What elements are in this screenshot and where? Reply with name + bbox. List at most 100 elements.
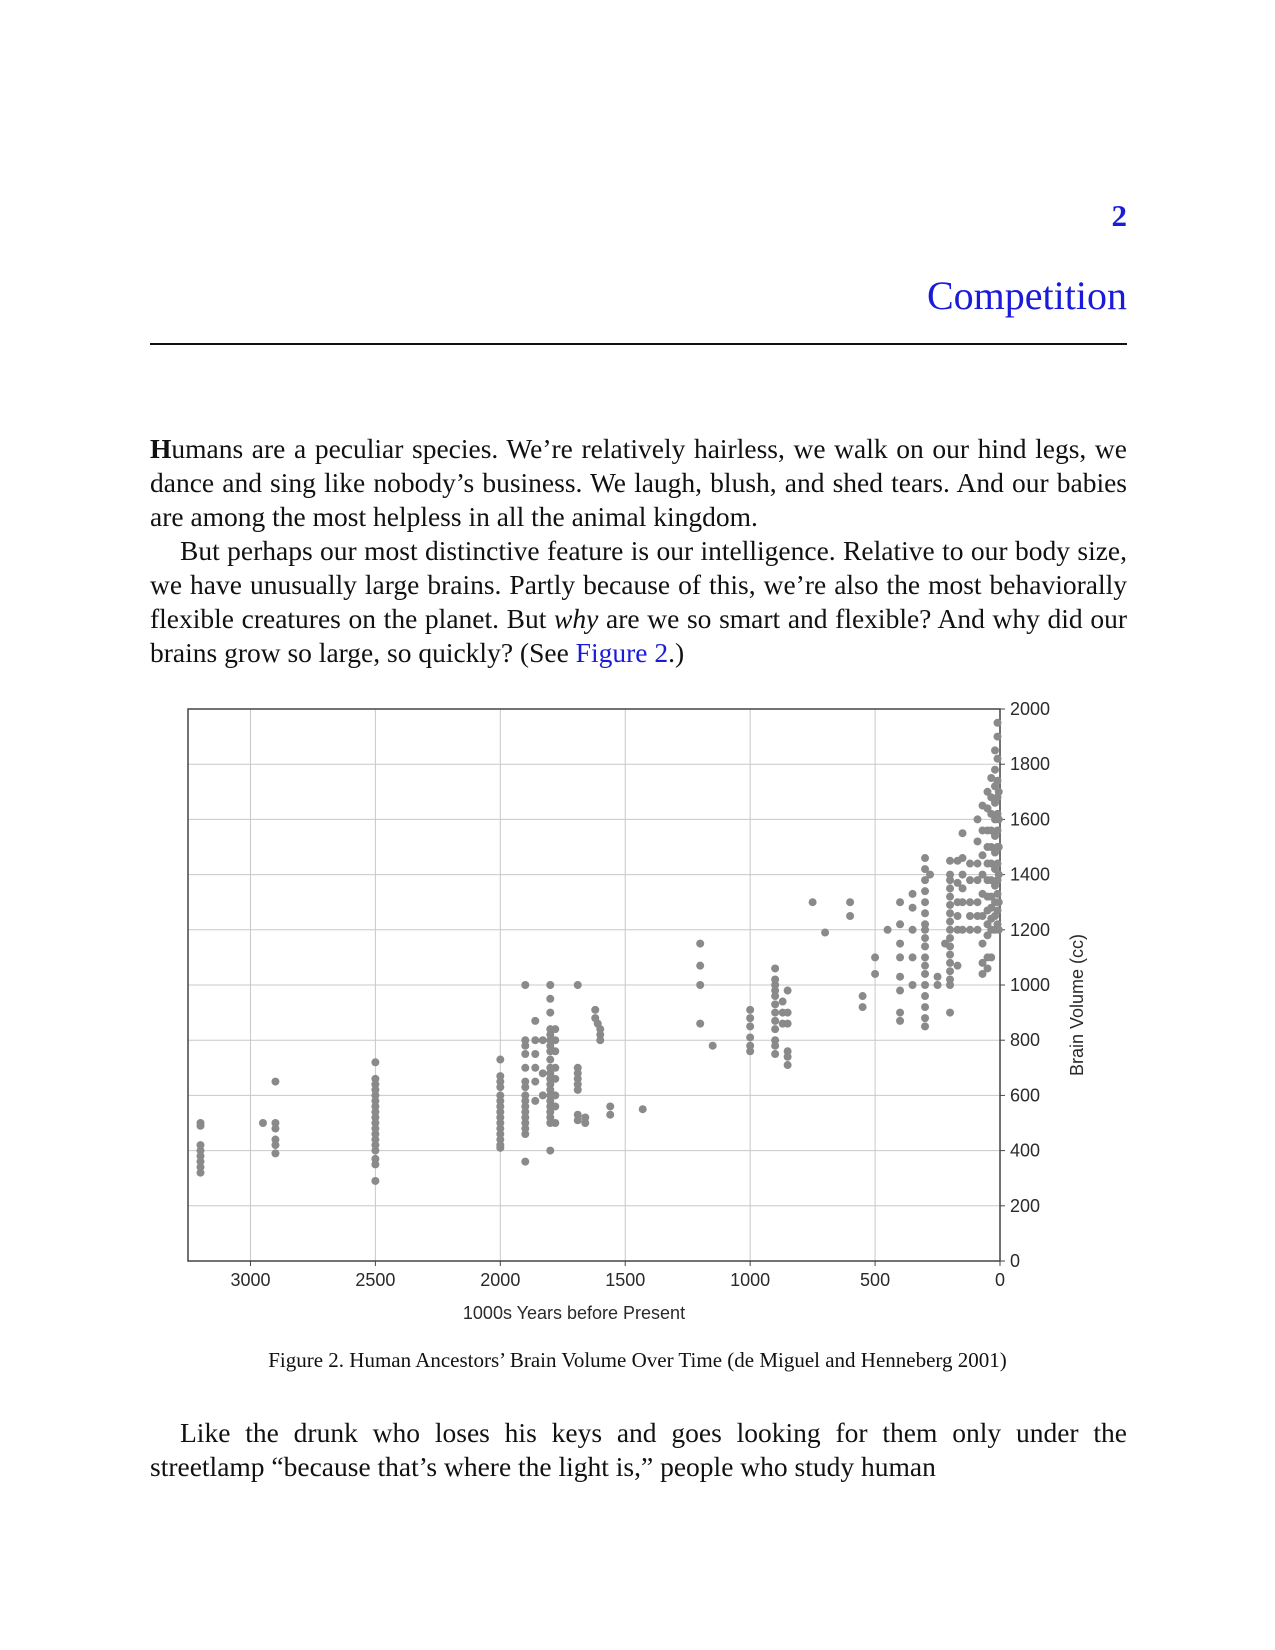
data-point	[196, 1146, 205, 1155]
data-point	[496, 1077, 505, 1086]
data-point	[978, 958, 987, 967]
figure-link[interactable]: Figure 2	[575, 637, 669, 668]
data-point	[546, 1113, 555, 1122]
intro-paragraph: Humans are a peculiar species. We’re rel…	[150, 432, 1127, 534]
data-point	[371, 1085, 380, 1094]
dropcap-letter: H	[150, 433, 172, 464]
data-point	[993, 826, 1002, 835]
data-point	[546, 1041, 555, 1050]
data-point	[496, 1143, 505, 1152]
data-point	[371, 1154, 380, 1163]
data-point	[946, 981, 955, 989]
data-point	[258, 1119, 267, 1127]
data-point	[196, 1168, 205, 1177]
data-point	[531, 1077, 540, 1086]
data-point	[993, 906, 1002, 915]
data-point	[921, 854, 930, 863]
data-point	[771, 1000, 780, 1009]
data-point	[946, 909, 955, 918]
x-tick-label: 3000	[230, 1270, 270, 1290]
data-point	[908, 981, 917, 989]
data-point	[771, 992, 780, 1001]
data-point	[708, 1041, 717, 1050]
data-point	[921, 934, 930, 943]
data-point	[573, 1063, 582, 1072]
data-point	[978, 912, 987, 920]
data-point	[271, 1149, 280, 1158]
data-point	[531, 1096, 540, 1105]
data-point	[496, 1072, 505, 1081]
data-point	[271, 1119, 280, 1127]
data-point	[573, 1069, 582, 1078]
data-point	[926, 870, 935, 879]
data-point	[783, 1052, 792, 1061]
data-point	[531, 1050, 540, 1058]
data-point	[746, 1022, 755, 1031]
data-point	[771, 1008, 780, 1017]
data-point	[771, 975, 780, 984]
data-point	[546, 1096, 555, 1105]
data-point	[771, 981, 780, 989]
data-point	[946, 876, 955, 885]
data-point	[696, 939, 705, 948]
data-point	[933, 972, 942, 981]
data-point	[551, 1091, 560, 1100]
data-point	[783, 1019, 792, 1028]
data-point	[994, 843, 1003, 851]
data-point	[696, 1019, 705, 1028]
data-point	[521, 1096, 530, 1105]
data-point	[953, 912, 962, 920]
x-tick-label: 2500	[355, 1270, 395, 1290]
data-point	[994, 787, 1003, 796]
data-point	[371, 1176, 380, 1185]
data-point	[908, 889, 917, 898]
x-tick-label: 1500	[605, 1270, 645, 1290]
data-point	[521, 1113, 530, 1122]
data-point	[896, 972, 905, 981]
data-point	[196, 1121, 205, 1130]
figure-caption: Figure 2. Human Ancestors’ Brain Volume …	[268, 1348, 1007, 1372]
data-point	[521, 1102, 530, 1111]
y-tick-label: 400	[1010, 1141, 1040, 1161]
data-point	[496, 1124, 505, 1133]
data-point	[551, 1119, 560, 1127]
second-paragraph: But perhaps our most distinctive feature…	[150, 534, 1127, 670]
data-point	[994, 815, 1003, 824]
data-point	[991, 746, 1000, 755]
data-point	[546, 1069, 555, 1078]
data-point	[531, 1016, 540, 1025]
data-point	[271, 1135, 280, 1144]
para2-b: are we so smart and flexible? And why di…	[150, 603, 1127, 668]
data-point	[871, 953, 880, 962]
data-point	[546, 994, 555, 1003]
data-point	[966, 912, 975, 920]
data-point	[551, 1063, 560, 1072]
data-point	[933, 981, 942, 989]
data-point	[596, 1025, 605, 1034]
data-point	[921, 942, 930, 951]
data-point	[921, 981, 930, 989]
data-point	[521, 1036, 530, 1045]
data-point	[581, 1113, 590, 1122]
intro-text: umans are a peculiar species. We’re rela…	[150, 433, 1127, 532]
data-point	[746, 1041, 755, 1050]
data-point	[958, 829, 967, 838]
data-point	[983, 964, 992, 973]
data-point	[371, 1091, 380, 1100]
data-point	[946, 942, 955, 951]
data-point	[978, 969, 987, 978]
data-point	[987, 774, 996, 782]
data-point	[858, 992, 867, 1001]
data-point	[987, 953, 996, 962]
data-point	[896, 986, 905, 995]
data-point	[771, 964, 780, 973]
data-point	[371, 1119, 380, 1127]
data-point	[551, 1047, 560, 1056]
data-point	[958, 925, 967, 934]
data-point	[921, 961, 930, 970]
data-point	[966, 859, 975, 868]
data-point	[521, 1050, 530, 1058]
data-point	[596, 1030, 605, 1039]
data-point	[606, 1102, 615, 1111]
data-point	[973, 837, 982, 846]
